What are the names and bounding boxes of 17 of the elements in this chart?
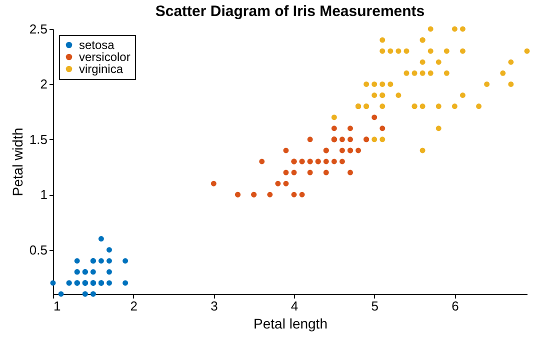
x-tick-label: 2 [130, 298, 138, 314]
legend-label: setosa [79, 38, 115, 52]
y-tick-label: 0.5 [29, 242, 48, 258]
x-axis-title: Petal length [254, 316, 328, 332]
y-tick-label: 1.5 [29, 132, 48, 147]
x-tick-label: 4 [290, 298, 298, 314]
legend-label: virginica [79, 62, 124, 76]
x-tick-label: 1 [54, 298, 61, 314]
y-tick-label: 1 [40, 187, 48, 202]
legend-label: versicolor [79, 50, 130, 64]
y-axis-title: Petal width [9, 128, 26, 196]
x-tick-label: 5 [371, 298, 378, 314]
x-tick-label: 3 [210, 298, 218, 314]
x-tick-label: 6 [452, 298, 459, 314]
y-tick-label: 2.5 [29, 22, 48, 36]
chart-title: Scatter Diagram of Iris Measurements [155, 3, 425, 20]
y-tick-label: 2 [40, 76, 48, 92]
